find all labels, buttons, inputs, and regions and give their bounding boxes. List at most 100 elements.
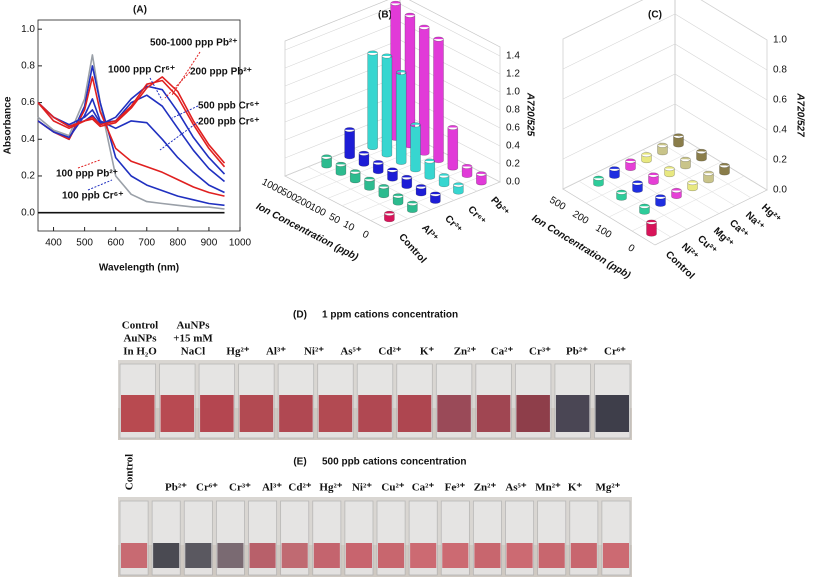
bar-cylinder: [321, 154, 332, 169]
bar-cylinder: [625, 158, 636, 171]
x-tick-label: 50: [327, 212, 342, 227]
annotation-arrow: [87, 179, 113, 191]
z-tick-label: 0.6: [773, 95, 787, 106]
vial-label: NaCl: [181, 346, 205, 358]
y-tick-label: 0.8: [21, 61, 35, 72]
bar-cylinder: [424, 158, 436, 180]
vial-label: Pb²⁺: [566, 346, 588, 358]
bar-cylinder: [358, 150, 370, 167]
x-tick-label: 800: [170, 238, 187, 249]
vial-liquid: [474, 543, 501, 568]
annotation: 100 ppb Cr⁶⁺: [62, 191, 124, 202]
vial-label: Cr³⁺: [229, 482, 251, 494]
z-tick-label: 1.0: [773, 35, 787, 46]
bar-cylinder: [438, 173, 450, 188]
bar-cylinder: [648, 172, 659, 185]
grid-line: [562, 13, 768, 71]
vial-liquid: [358, 395, 392, 432]
bar-cylinder: [433, 36, 444, 164]
floor-grid: [585, 147, 699, 204]
floor-grid: [342, 159, 458, 206]
x-tick-label: 500: [76, 238, 93, 249]
bar-cylinder: [657, 142, 668, 156]
bar-cylinder: [381, 53, 393, 158]
annotation-arrow: [164, 71, 191, 99]
panel-label: (C): [648, 10, 662, 21]
vial-liquid: [217, 543, 244, 568]
y-tick-label: 0.4: [21, 134, 35, 145]
vial-liquid: [595, 395, 629, 432]
z-tick-label: 0.8: [506, 105, 520, 116]
floor-grid: [594, 173, 688, 230]
vial-liquid: [121, 395, 155, 432]
grid-line: [562, 43, 768, 101]
y-axis-label: Absorbance: [3, 96, 14, 154]
floor-grid: [299, 137, 415, 184]
x-tick-label: 1000: [229, 238, 252, 249]
vial-label: Ni²⁺: [352, 482, 372, 494]
spectrum-line: [37, 98, 225, 194]
vial-label: Hg²⁺: [319, 482, 342, 494]
vial-label: Ca²⁺: [491, 346, 514, 358]
annotation-arrow: [171, 51, 201, 96]
bar-cylinder: [703, 170, 714, 184]
annotation-arrow: [159, 121, 199, 151]
panel-title: 1 ppm cations concentration: [322, 310, 458, 321]
vial-label: Cr⁶⁺: [196, 482, 218, 494]
bar-cylinder: [410, 122, 421, 173]
vial-label: Hg²⁺: [226, 346, 249, 358]
z-tick-label: 0.6: [506, 123, 520, 134]
floor-grid: [658, 141, 752, 199]
vial-liquid: [378, 543, 405, 568]
x-tick-label: 0: [626, 243, 637, 256]
bar-cylinder: [680, 156, 691, 170]
vial-label: Mn²⁺: [535, 482, 561, 494]
annotation: 500-1000 ppp Pb²⁺: [150, 38, 238, 49]
bar-cylinder: [392, 193, 404, 206]
vial-liquid: [516, 395, 550, 432]
vial-label: K⁺: [420, 346, 435, 358]
floor-grid: [313, 144, 429, 192]
vial-label: In H₂O: [123, 346, 157, 358]
vial-liquid: [153, 543, 180, 568]
vial-liquid: [249, 543, 276, 568]
z-tick-label: 1.0: [506, 87, 520, 98]
bar-cylinder: [593, 175, 604, 187]
vial-label: Cd²⁺: [378, 346, 401, 358]
bar-cylinder: [616, 189, 627, 201]
annotation-arrow: [77, 159, 101, 169]
vial-label: Cu²⁺: [381, 482, 404, 494]
vial-label: +15 mM: [173, 333, 213, 345]
vial-label: Al³⁺: [262, 482, 282, 494]
annotation: 1000 ppp Cr⁶⁺: [108, 65, 175, 76]
vial-label: Control: [124, 454, 136, 490]
floor-grid: [327, 152, 443, 199]
grid-line: [562, 103, 768, 161]
panel-label: (A): [133, 5, 147, 16]
z-tick-label: 0.4: [506, 141, 520, 152]
bar-cylinder: [687, 180, 698, 192]
bar-cylinder: [395, 69, 407, 165]
grid-line: [562, 73, 768, 131]
floor-grid: [642, 149, 736, 206]
vial-label: Cd²⁺: [288, 482, 311, 494]
bar-cylinder: [415, 184, 427, 197]
vial-liquid: [200, 395, 234, 432]
vial-label: Cr³⁺: [529, 346, 551, 358]
x-tick-label: 10: [341, 219, 356, 234]
panel-label: (D): [293, 310, 307, 321]
annotation-arrow: [171, 105, 199, 119]
floor-grid: [608, 161, 722, 218]
bar-cylinder: [418, 24, 430, 156]
x-tick-label: 900: [201, 238, 218, 249]
annotation: 200 ppb Cr⁶⁺: [198, 117, 260, 128]
vial-liquid: [437, 395, 471, 432]
annotation: 100 ppp Pb²⁺: [56, 169, 118, 180]
bar-cylinder: [673, 133, 684, 148]
vial-liquid: [345, 543, 372, 568]
vial-label: Zn²⁺: [454, 346, 477, 358]
vial-liquid: [410, 543, 437, 568]
floor-grid: [353, 148, 455, 201]
y-tick-label: 1.0: [21, 24, 35, 35]
